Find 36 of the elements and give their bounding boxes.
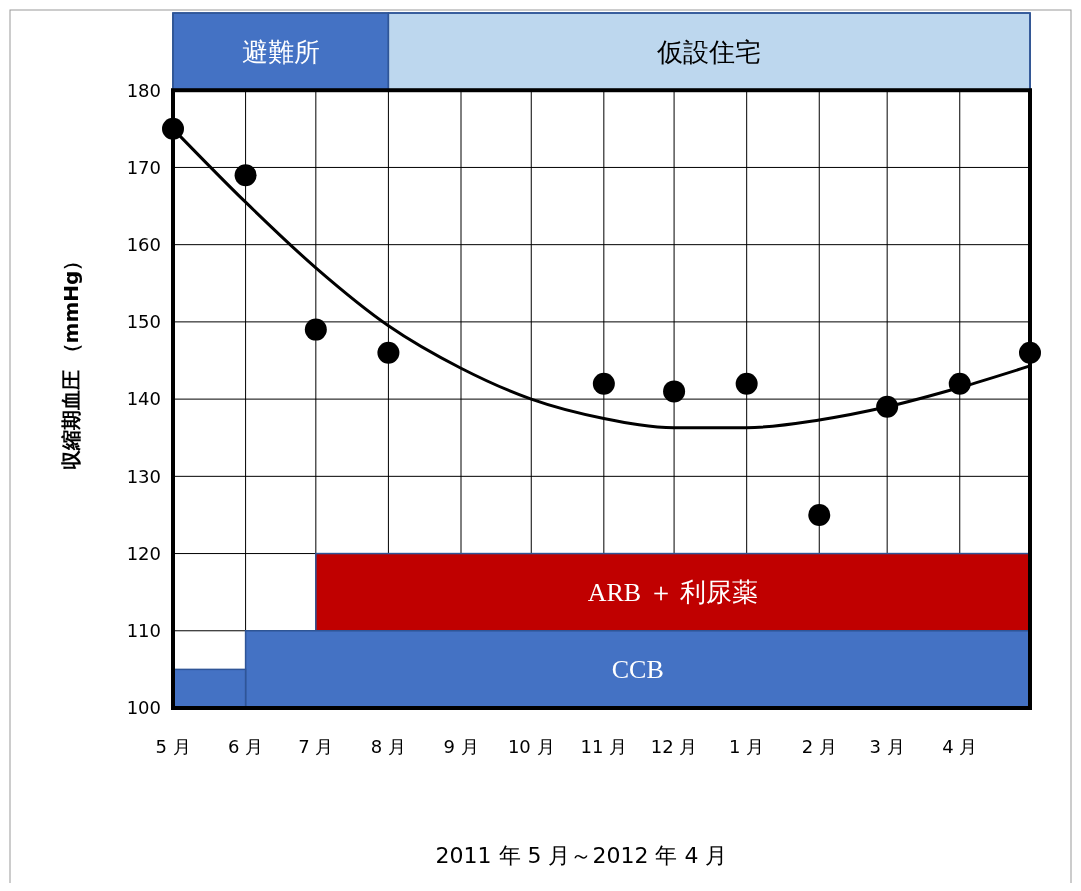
x-tick-label: 3 月 <box>869 736 905 757</box>
point <box>808 503 831 526</box>
x-tick-label: 10 月 <box>507 736 555 757</box>
y-tick-label: 170 <box>126 156 161 178</box>
y-tick-label: 150 <box>126 311 161 333</box>
x-tick-label: 8 月 <box>370 736 407 757</box>
x-tick-label: 5 月 <box>155 736 191 757</box>
x-tick-label: 1 月 <box>729 736 765 757</box>
y-tick-label: 180 <box>126 79 161 101</box>
point <box>377 341 400 364</box>
x-tick-label: 11 月 <box>580 736 628 757</box>
point <box>592 372 615 395</box>
x-tick-label: 7 月 <box>298 736 334 757</box>
y-axis-title: 収縮期血圧 （mmHg） <box>59 250 83 471</box>
y-tick-label: 140 <box>126 388 161 410</box>
x-tick-label: 4 月 <box>942 736 978 757</box>
y-tick-label: 120 <box>126 542 161 564</box>
point <box>663 380 686 403</box>
y-tick-label: 130 <box>126 465 161 487</box>
x-tick-label: 9 月 <box>443 736 479 757</box>
y-tick-label: 110 <box>126 620 161 642</box>
band-label: ARB ＋ 利尿薬 <box>587 578 759 608</box>
x-tick-label: 2 月 <box>801 736 837 757</box>
point <box>234 164 257 187</box>
band-label: 仮設住宅 <box>656 36 762 67</box>
point <box>948 372 971 395</box>
y-tick-label: 100 <box>126 697 161 719</box>
point <box>735 372 758 395</box>
band-label: CCB <box>611 655 664 685</box>
point <box>304 318 327 341</box>
band-label: 避難所 <box>241 36 320 67</box>
point <box>876 395 899 418</box>
x-tick-label: 12 月 <box>650 736 698 757</box>
x-axis-title: 2011 年 5 月～2012 年 4 月 <box>435 843 728 868</box>
y-tick-label: 160 <box>126 233 161 255</box>
x-tick-label: 6 月 <box>227 736 264 757</box>
